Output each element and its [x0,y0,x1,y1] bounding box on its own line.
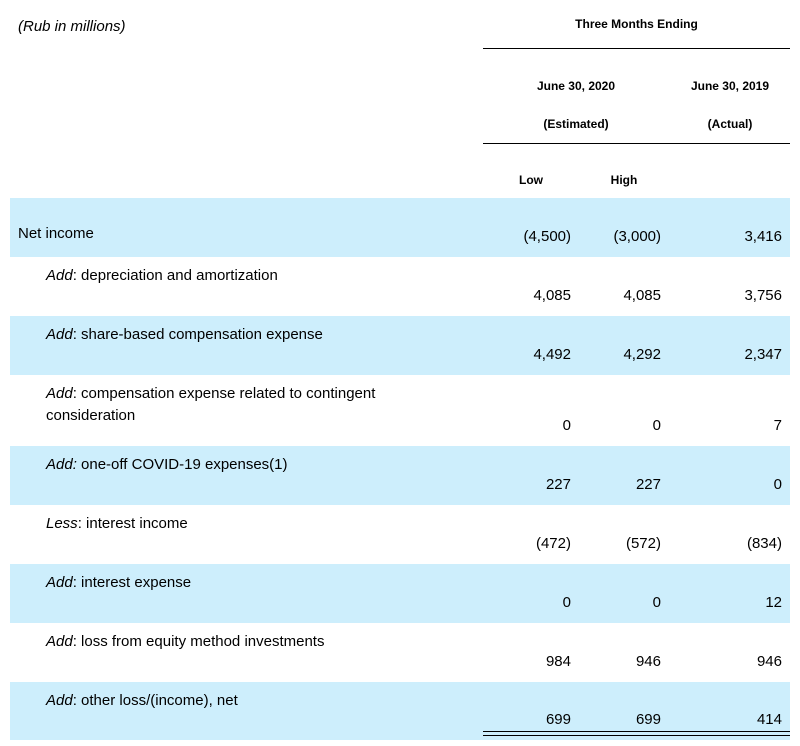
value: 0 [773,476,782,493]
value: 0 [562,417,571,434]
rule [483,48,790,49]
value: 227 [545,476,571,493]
row-label: Net income [18,223,408,245]
value: 4,492 [533,346,571,363]
value: 0 [652,417,661,434]
value: 4,085 [623,287,661,304]
value: 946 [756,653,782,670]
value: 3,756 [744,287,782,304]
rule [483,735,790,736]
label-text: : interest expense [72,574,192,591]
label-prefix: Add [46,692,73,709]
table-row: Add: depreciation and amortization 4,085 4… [10,257,790,316]
table-row: Add: one-off COVID-19 expenses(1) 227 227 0 [10,446,790,505]
label-text: one-off COVID-19 expenses(1) [76,456,288,473]
rule [483,731,790,732]
row-label: Add: share-based compensation expense [46,324,436,346]
label-prefix: Add [46,267,73,284]
subcolumn: High [610,173,638,187]
table-row: Less: interest income (472) (572) (834) [10,505,790,564]
value: 699 [635,711,661,728]
label-prefix: Add: [46,456,77,473]
units: (Rub in millions) [18,18,126,35]
value: 0 [562,594,571,611]
table-row: Net income (4,500) (3,000) 3,416 [10,198,790,257]
table-row: Add: compensation expense related to con… [10,375,790,446]
value: (4,500) [523,228,571,245]
period: Three Months Ending [575,17,698,31]
label-text: : depreciation and amortization [72,267,278,284]
value: 946 [635,653,661,670]
label-prefix: Add [46,574,73,591]
column-note: (Estimated) [543,117,609,131]
row-label: Add: compensation expense related to con… [46,383,436,427]
value: 12 [765,594,782,611]
label-prefix: Add [46,385,73,402]
row-label: Add: one-off COVID-19 expenses(1) [46,454,436,476]
value: (472) [535,535,571,552]
value: 984 [545,653,571,670]
column-note: (Actual) [707,117,753,131]
value: 4,292 [623,346,661,363]
column-date: June 30, 2019 [690,79,770,93]
label-text: : share-based compensation expense [72,326,323,343]
value: (572) [625,535,661,552]
label-text: : loss from equity method investments [72,633,325,650]
value: 0 [652,594,661,611]
column-date: June 30, 2020 [536,79,616,93]
row-label: Add: loss from equity method investments [46,631,436,653]
value: 3,416 [744,228,782,245]
table-row: Add: loss from equity method investments… [10,623,790,682]
rule [483,143,790,144]
label-text: : interest income [77,515,188,532]
table-row: Add: other loss/(income), net 699 699 414 [10,682,790,740]
label-prefix: Add [46,633,73,650]
value: (3,000) [613,228,661,245]
table-row: Add: share-based compensation expense 4,4… [10,316,790,375]
label-prefix: Less [46,515,78,532]
value: 414 [756,711,782,728]
table-row: Add: interest expense 0 0 12 [10,564,790,623]
row-label: Less: interest income [46,513,436,535]
label-text: Net income [18,225,94,242]
value: (834) [746,535,782,552]
label-text: : other loss/(income), net [72,692,238,709]
value: 699 [545,711,571,728]
row-label: Add: interest expense [46,572,436,594]
value: 7 [773,417,782,434]
label-prefix: Add [46,326,73,343]
value: 2,347 [744,346,782,363]
label-text: : compensation expense related to contin… [46,385,376,424]
subcolumn: Low [519,173,543,187]
row-label: Add: depreciation and amortization [46,265,436,287]
value: 227 [635,476,661,493]
row-label: Add: other loss/(income), net [46,690,436,712]
value: 4,085 [533,287,571,304]
